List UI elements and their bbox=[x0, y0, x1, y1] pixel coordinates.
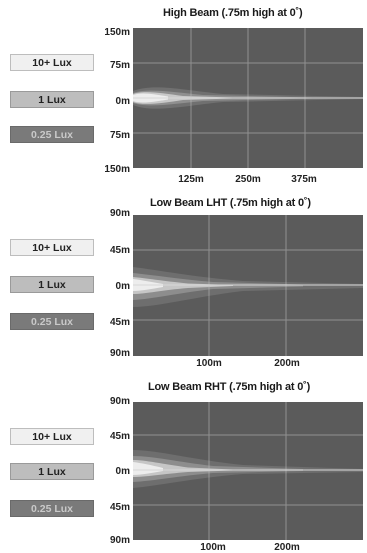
y-label: 90m bbox=[109, 396, 130, 407]
y-label: 45m bbox=[109, 317, 130, 328]
legend-10-lux: 10+ Lux bbox=[10, 428, 94, 445]
x-label: 100m bbox=[200, 542, 226, 553]
legend-025-lux: 0.25 Lux bbox=[10, 313, 94, 330]
high-beam-panel: High Beam (.75m high at 0˚) 10+ Lux 1 Lu… bbox=[0, 0, 367, 185]
y-label: 75m bbox=[109, 130, 130, 141]
y-label: 75m bbox=[109, 60, 130, 71]
legend-10-lux: 10+ Lux bbox=[10, 239, 94, 256]
y-label: 0m bbox=[115, 96, 130, 107]
y-label: 150m bbox=[104, 164, 130, 175]
y-label: 90m bbox=[109, 208, 130, 219]
x-label: 250m bbox=[235, 174, 261, 185]
beam-pattern bbox=[133, 215, 363, 356]
legend-1-lux: 1 Lux bbox=[10, 91, 94, 108]
beam-plot bbox=[133, 215, 363, 356]
beam-plot bbox=[133, 402, 363, 540]
y-label: 90m bbox=[109, 535, 130, 546]
legend-10-lux: 10+ Lux bbox=[10, 54, 94, 71]
low-beam-lht-panel: Low Beam LHT (.75m high at 0˚) 10+ Lux 1… bbox=[10, 197, 363, 369]
x-label: 200m bbox=[274, 542, 300, 553]
beam-pattern bbox=[133, 402, 363, 540]
x-label: 375m bbox=[291, 174, 317, 185]
x-label: 200m bbox=[274, 358, 300, 369]
panel-title: Low Beam RHT (.75m high at 0˚) bbox=[148, 381, 311, 393]
y-label: 45m bbox=[109, 245, 130, 256]
legend-1-lux: 1 Lux bbox=[10, 276, 94, 293]
x-label: 100m bbox=[196, 358, 222, 369]
panel-title: High Beam (.75m high at 0˚) bbox=[163, 7, 303, 19]
legend-025-lux: 0.25 Lux bbox=[10, 126, 94, 143]
beam-pattern bbox=[133, 28, 363, 168]
y-label: 45m bbox=[109, 502, 130, 513]
y-label: 0m bbox=[115, 281, 130, 292]
legend-025-lux: 0.25 Lux bbox=[10, 500, 94, 517]
y-label: 90m bbox=[109, 348, 130, 359]
legend-1-lux: 1 Lux bbox=[10, 463, 94, 480]
x-label: 125m bbox=[178, 174, 204, 185]
beam-plot bbox=[133, 28, 363, 168]
panel-title: Low Beam LHT (.75m high at 0˚) bbox=[150, 197, 311, 209]
y-label: 0m bbox=[115, 466, 130, 477]
y-label: 150m bbox=[104, 27, 130, 38]
y-label: 45m bbox=[109, 431, 130, 442]
